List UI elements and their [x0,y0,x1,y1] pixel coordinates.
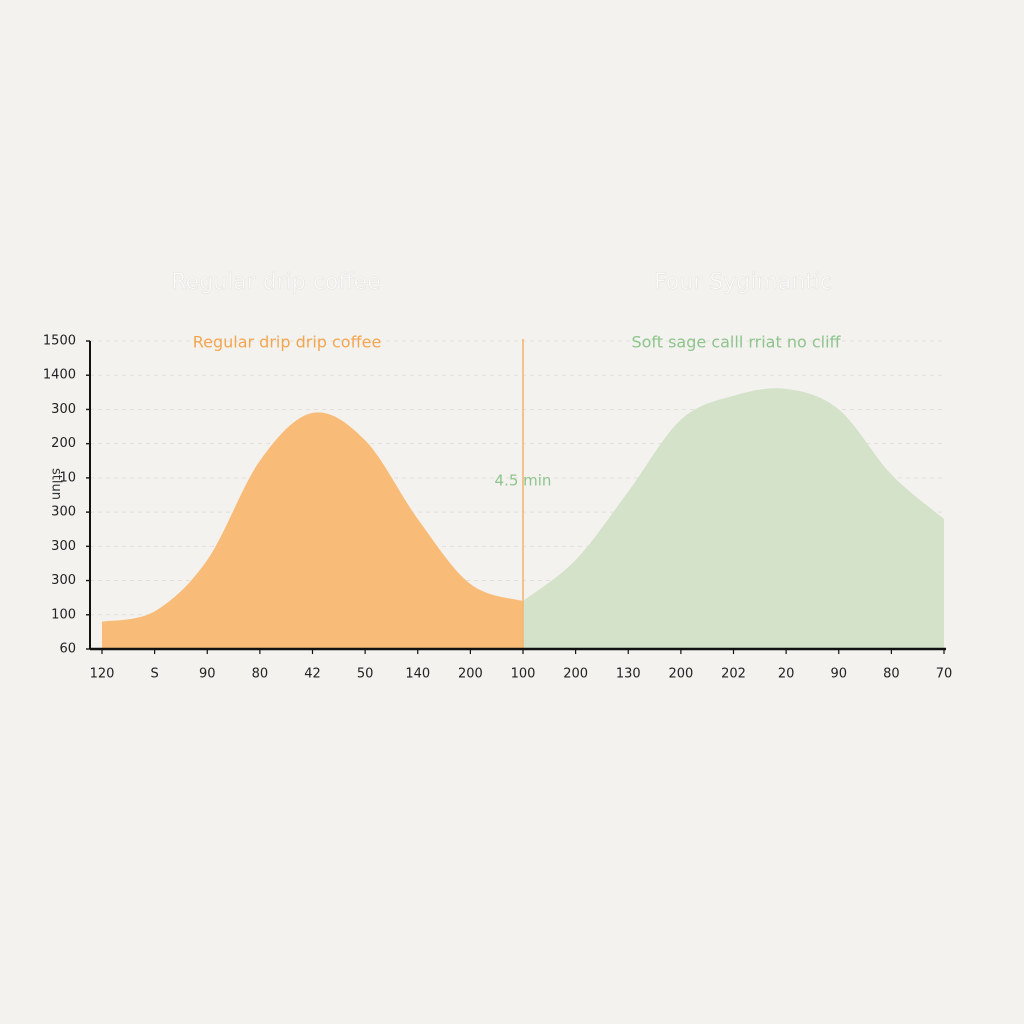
panel-title: Four Sygimantic [654,270,832,295]
x-tick-label: 202 [721,667,746,682]
x-tick-label: 90 [199,667,216,682]
x-tick-label: 120 [90,667,115,682]
x-tick-label: 100 [511,667,536,682]
x-tick-label: 90 [830,667,847,682]
y-axis-label: stlun [49,468,64,500]
x-tick-label: 80 [252,667,269,682]
y-tick-label: 100 [51,607,76,622]
panel-title: Regular drip coffee [171,270,380,295]
y-tick-label: 200 [51,436,76,451]
x-tick-label: 200 [668,667,693,682]
x-tick-label: 200 [458,667,483,682]
y-tick-label: 300 [51,573,76,588]
y-tick-label: 300 [51,505,76,520]
area [102,412,523,649]
area [523,388,944,649]
x-tick-label: 70 [936,667,953,682]
x-tick-label: 42 [304,667,321,682]
y-tick-label: 10 [59,470,76,485]
x-tick-label: S [150,667,158,682]
x-tick-label: 80 [883,667,900,682]
y-tick-label: 60 [59,642,76,657]
annotation: 4.5 min [495,472,552,490]
y-tick-label: 300 [51,402,76,417]
x-tick-label: 50 [357,667,374,682]
x-tick-label: 140 [405,667,430,682]
legend-entry: Soft sage calll rriat no cliff [631,333,841,352]
y-tick-label: 300 [51,539,76,554]
y-tick-label: 1500 [43,334,76,349]
y-tick-label: 1400 [43,368,76,383]
x-tick-label: 130 [616,667,641,682]
x-tick-label: 200 [563,667,588,682]
x-tick-label: 20 [778,667,795,682]
legend-entry: Regular drip drip coffee [193,333,382,352]
